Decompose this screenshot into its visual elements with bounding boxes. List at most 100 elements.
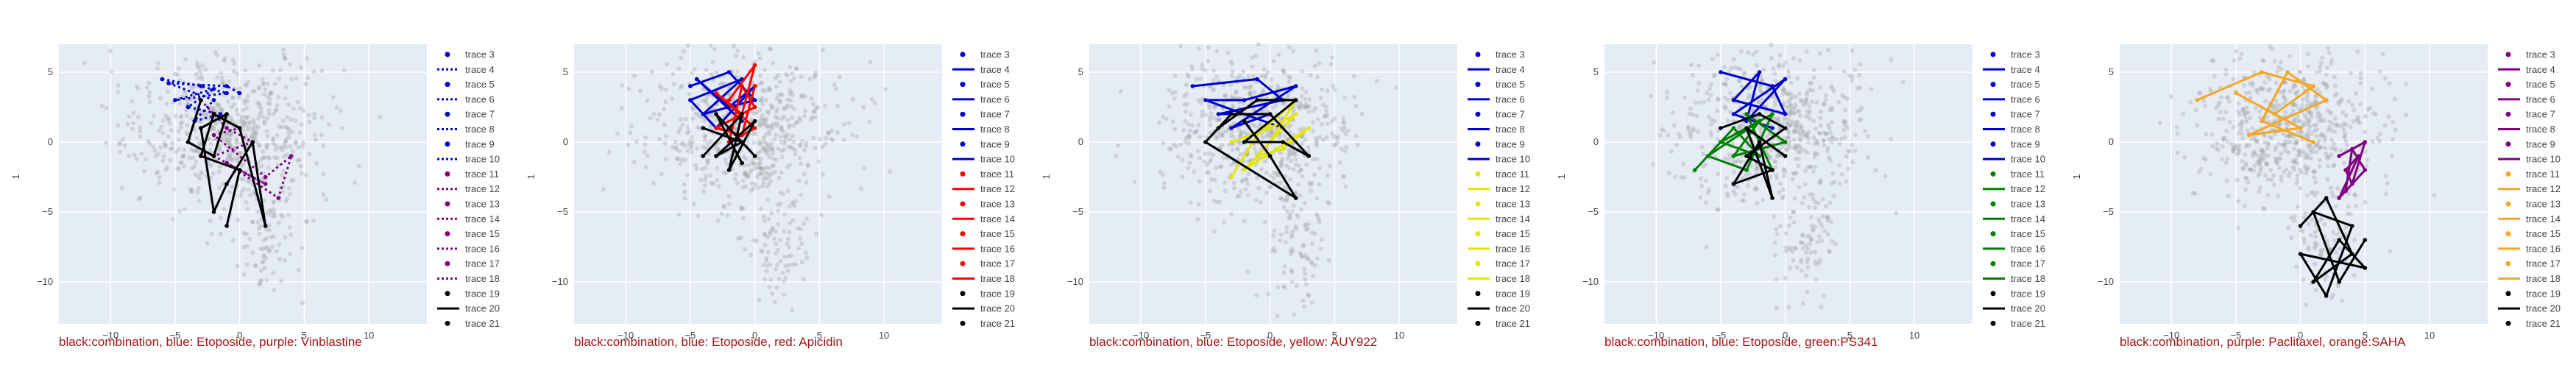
background-point: [2236, 131, 2241, 136]
background-point: [789, 90, 794, 95]
background-point: [258, 157, 263, 162]
background-point: [1264, 190, 1270, 195]
background-point: [711, 181, 716, 186]
background-point: [1691, 127, 1696, 132]
background-point: [758, 166, 763, 171]
background-point: [2254, 106, 2259, 111]
background-point: [253, 127, 258, 132]
background-point: [1323, 113, 1328, 118]
background-point: [222, 135, 227, 140]
background-point: [861, 105, 866, 110]
background-point: [1290, 249, 1295, 254]
background-point: [1172, 96, 1177, 101]
background-point: [2262, 133, 2267, 138]
background-point: [1809, 223, 1814, 228]
background-point: [1284, 230, 1289, 235]
background-point: [261, 247, 266, 252]
background-point: [2304, 168, 2310, 173]
x-tick-label: −5: [1715, 330, 1726, 341]
legend-item: trace 15: [2505, 228, 2561, 239]
background-point: [626, 142, 631, 147]
background-point: [1858, 62, 1863, 67]
background-point: [1284, 225, 1289, 230]
background-point: [261, 238, 266, 243]
background-point: [1187, 128, 1192, 133]
background-point: [780, 270, 785, 275]
background-point: [1814, 138, 1819, 143]
background-point: [1808, 88, 1813, 93]
background-point: [1303, 227, 1309, 232]
series-point: [726, 126, 732, 130]
series-point: [1731, 154, 1736, 158]
background-point: [721, 203, 726, 208]
background-point: [2203, 104, 2208, 109]
background-point: [764, 258, 769, 263]
background-point: [300, 245, 305, 250]
background-point: [715, 166, 720, 171]
background-point: [1204, 170, 1209, 175]
legend-label: trace 12: [2011, 183, 2045, 194]
background-point: [749, 181, 754, 186]
background-point: [1713, 72, 1718, 77]
background-point: [294, 76, 299, 81]
background-point: [1211, 78, 1216, 83]
background-point: [261, 82, 266, 87]
background-point: [287, 191, 292, 197]
background-point: [1342, 125, 1347, 130]
background-point: [790, 123, 796, 128]
background-point: [2296, 114, 2301, 119]
background-point: [1157, 120, 1162, 125]
background-point: [273, 147, 278, 152]
background-point: [1287, 152, 1292, 158]
background-point: [765, 124, 770, 129]
background-point: [2391, 119, 2396, 124]
background-point: [2239, 120, 2244, 125]
background-point: [1787, 144, 1792, 149]
background-point: [709, 180, 714, 185]
background-point: [1301, 304, 1306, 309]
background-point: [168, 158, 173, 163]
series-point: [1242, 140, 1247, 144]
background-point: [1669, 149, 1674, 154]
series-point: [224, 112, 229, 116]
series-point: [1229, 126, 1234, 130]
legend-label: trace 3: [2526, 49, 2555, 60]
background-point: [2278, 60, 2283, 65]
background-point: [732, 177, 737, 182]
background-point: [1695, 88, 1700, 93]
background-point: [190, 166, 195, 171]
background-point: [2298, 185, 2303, 191]
background-point: [2260, 86, 2265, 91]
background-point: [238, 118, 243, 124]
background-point: [2328, 185, 2333, 191]
background-point: [2288, 139, 2293, 144]
background-point: [768, 87, 773, 92]
background-point: [1802, 148, 1808, 153]
background-point: [1813, 151, 1818, 156]
background-point: [1855, 85, 1860, 91]
background-point: [1263, 219, 1268, 224]
background-point: [215, 103, 220, 108]
background-point: [2224, 157, 2229, 162]
background-point: [1819, 224, 1825, 229]
background-point: [736, 236, 741, 241]
background-point: [296, 145, 301, 150]
background-point: [757, 98, 762, 103]
background-point: [1747, 93, 1752, 98]
background-point: [1726, 156, 1731, 161]
background-point: [2282, 101, 2287, 106]
background-point: [2354, 203, 2359, 208]
legend-label: trace 9: [465, 138, 495, 149]
legend-label: trace 13: [2526, 199, 2561, 210]
background-point: [151, 113, 156, 118]
series-point: [1267, 112, 1273, 116]
legend-item: trace 16: [437, 243, 500, 254]
background-point: [685, 43, 690, 49]
background-point: [250, 250, 255, 255]
background-point: [135, 115, 141, 120]
background-point: [2246, 180, 2251, 185]
background-point: [1220, 142, 1225, 147]
background-point: [1271, 246, 1276, 251]
legend-marker: [445, 261, 450, 266]
